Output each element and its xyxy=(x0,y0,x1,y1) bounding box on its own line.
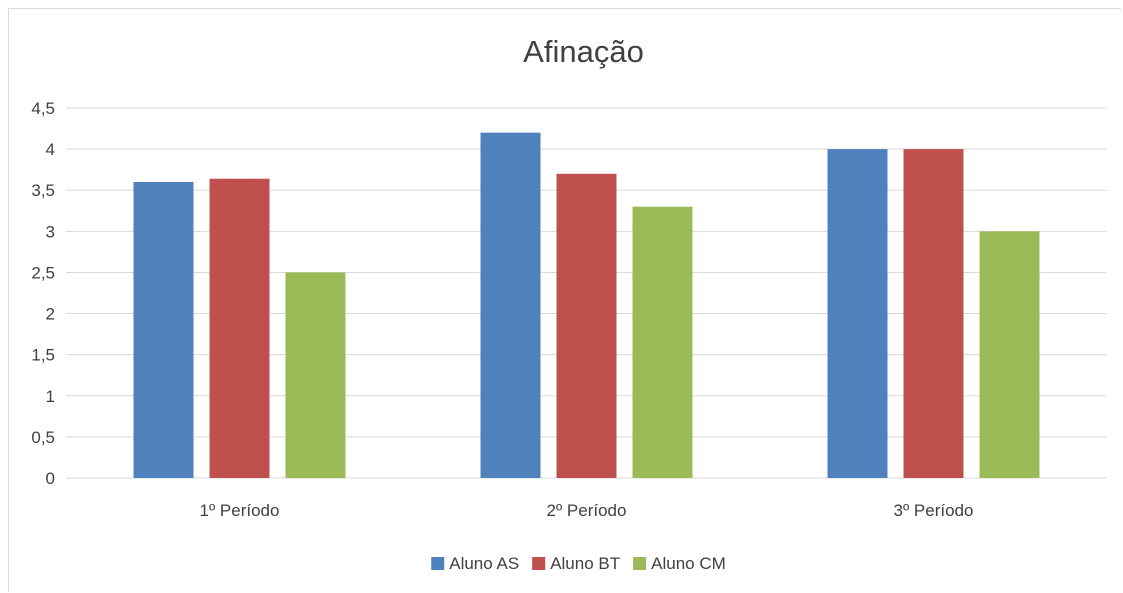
bar xyxy=(285,272,346,478)
y-axis-tick-labels: 0 0,5 1 1,5 2 2,5 3 3,5 4 4,5 xyxy=(31,99,55,488)
chart-title: Afinação xyxy=(523,34,644,69)
x-category-label: 1º Período xyxy=(200,501,280,520)
legend-item: Aluno BT xyxy=(532,554,620,573)
legend: Aluno AS Aluno BT Aluno CM xyxy=(431,554,726,573)
y-tick-label: 4 xyxy=(46,140,55,159)
y-tick-label: 3,5 xyxy=(31,181,55,200)
bar xyxy=(979,231,1040,478)
legend-swatch xyxy=(633,557,647,570)
x-category-label: 2º Período xyxy=(547,501,627,520)
legend-label: Aluno AS xyxy=(449,554,519,573)
y-tick-label: 1 xyxy=(46,387,55,406)
y-tick-label: 1,5 xyxy=(31,346,55,365)
y-tick-label: 2,5 xyxy=(31,263,55,282)
bar xyxy=(133,182,194,478)
bar xyxy=(480,132,541,478)
legend-item: Aluno AS xyxy=(431,554,519,573)
y-tick-label: 0 xyxy=(46,469,55,488)
legend-label: Aluno BT xyxy=(550,554,620,573)
bars xyxy=(133,132,1040,478)
y-tick-label: 3 xyxy=(46,222,55,241)
y-tick-label: 0,5 xyxy=(31,428,55,447)
y-tick-label: 2 xyxy=(46,305,55,324)
x-axis-category-labels: 1º Período 2º Período 3º Período xyxy=(200,501,974,520)
bar xyxy=(827,149,888,478)
bar xyxy=(903,149,964,478)
x-category-label: 3º Período xyxy=(894,501,974,520)
legend-label: Aluno CM xyxy=(651,554,726,573)
bar xyxy=(209,178,270,478)
legend-swatch xyxy=(532,557,546,570)
bar xyxy=(556,173,617,478)
legend-swatch xyxy=(431,557,445,570)
legend-item: Aluno CM xyxy=(633,554,726,573)
y-tick-label: 4,5 xyxy=(31,99,55,118)
bar xyxy=(632,206,693,478)
